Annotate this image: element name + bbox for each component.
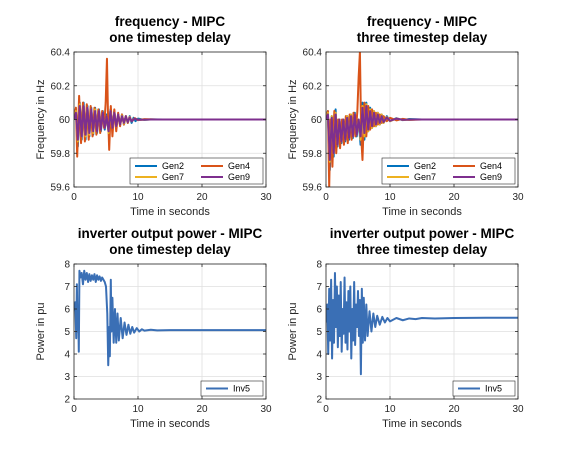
y-tick-label: 8 <box>316 260 322 271</box>
y-axis-label: Power in pu <box>35 302 47 360</box>
legend-label-gen9: Gen9 <box>228 172 250 182</box>
chart-title-line-2: three timestep delay <box>357 242 488 257</box>
x-tick-label: 0 <box>323 404 329 415</box>
chart-title-line-1: frequency - MIPC <box>115 14 226 29</box>
chart-panel-4: 0 10 20 30 2 3 4 5 6 7 8 Time in seconds Power in pu… <box>287 226 524 430</box>
legend-box <box>200 380 264 397</box>
x-tick-label: 0 <box>71 404 77 415</box>
legend-label-gen9: Gen9 <box>480 172 502 182</box>
legend: Inv5 <box>200 380 264 397</box>
legend: Inv5 <box>452 380 516 397</box>
y-axis-label: Power in pu <box>287 302 299 360</box>
y-tick-label: 2 <box>64 395 70 406</box>
legend-box <box>129 157 264 185</box>
x-axis-label: Time in seconds <box>382 206 462 218</box>
legend-label-gen2: Gen2 <box>414 161 436 171</box>
y-tick-label: 60 <box>59 115 71 126</box>
y-tick-label: 3 <box>316 372 322 383</box>
x-tick-label: 20 <box>196 404 208 415</box>
y-tick-label: 7 <box>316 282 322 293</box>
chart-title-line-2: three timestep delay <box>357 30 488 45</box>
legend-label-gen7: Gen7 <box>162 172 184 182</box>
x-tick-label: 10 <box>384 404 396 415</box>
y-tick-label: 2 <box>316 395 322 406</box>
y-tick-label: 59.6 <box>303 183 323 194</box>
x-tick-label: 10 <box>132 404 144 415</box>
legend: Gen2 Gen4 Gen7 Gen9 <box>129 157 264 185</box>
legend-box <box>381 157 516 185</box>
legend-label-inv5: Inv5 <box>485 384 502 394</box>
y-tick-label: 60.2 <box>51 81 71 92</box>
x-tick-label: 30 <box>260 404 272 415</box>
x-axis-label: Time in seconds <box>130 206 210 218</box>
chart-panel-1: 0 10 20 30 59.6 59.8 60 60.2 60.4 Time in seconds… <box>35 14 272 218</box>
x-tick-label: 10 <box>384 192 396 203</box>
y-tick-label: 7 <box>64 282 70 293</box>
legend-label-gen4: Gen4 <box>480 161 502 171</box>
y-tick-label: 59.8 <box>51 149 71 160</box>
legend-label-gen2: Gen2 <box>162 161 184 171</box>
chart-title-line-2: one timestep delay <box>109 242 231 257</box>
legend: Gen2 Gen4 Gen7 Gen9 <box>381 157 516 185</box>
series-line-inv5 <box>74 269 266 367</box>
legend-label-gen7: Gen7 <box>414 172 436 182</box>
series-line-gen9 <box>74 105 266 141</box>
y-axis-label: Frequency in Hz <box>35 79 47 159</box>
y-tick-label: 4 <box>64 350 70 361</box>
x-tick-label: 30 <box>512 404 524 415</box>
chart-title-line-1: inverter output power - MIPC <box>78 226 263 241</box>
y-tick-label: 5 <box>64 327 70 338</box>
x-tick-label: 20 <box>448 404 460 415</box>
y-tick-label: 60.4 <box>303 48 323 59</box>
x-tick-label: 10 <box>132 192 144 203</box>
y-tick-label: 6 <box>64 305 70 316</box>
x-tick-label: 20 <box>196 192 208 203</box>
y-tick-label: 59.6 <box>51 183 71 194</box>
y-tick-label: 60.2 <box>303 81 323 92</box>
chart-panel-3: 0 10 20 30 2 3 4 5 6 7 8 Time in seconds Power in pu… <box>35 226 272 430</box>
x-tick-label: 0 <box>323 192 329 203</box>
y-tick-label: 3 <box>64 372 70 383</box>
x-axis-label: Time in seconds <box>130 418 210 430</box>
legend-box <box>452 380 516 397</box>
y-tick-label: 59.8 <box>303 149 323 160</box>
chart-panel-2: 0 10 20 30 59.6 59.8 60 60.2 60.4 Time in seconds… <box>287 14 524 218</box>
x-tick-label: 30 <box>260 192 272 203</box>
x-tick-label: 0 <box>71 192 77 203</box>
y-tick-label: 8 <box>64 260 70 271</box>
y-tick-label: 4 <box>316 350 322 361</box>
chart-title-line-1: inverter output power - MIPC <box>330 226 515 241</box>
y-tick-label: 60 <box>311 115 323 126</box>
chart-title-line-1: frequency - MIPC <box>367 14 478 29</box>
chart-title-line-2: one timestep delay <box>109 30 231 45</box>
series-line-inv5 <box>326 272 518 376</box>
series-line-gen9 <box>326 105 518 161</box>
y-tick-label: 5 <box>316 327 322 338</box>
legend-label-gen4: Gen4 <box>228 161 250 171</box>
x-axis-label: Time in seconds <box>382 418 462 430</box>
x-tick-label: 30 <box>512 192 524 203</box>
y-tick-label: 60.4 <box>51 48 71 59</box>
y-tick-label: 6 <box>316 305 322 316</box>
y-axis-label: Frequency in Hz <box>287 79 299 159</box>
x-tick-label: 20 <box>448 192 460 203</box>
legend-label-inv5: Inv5 <box>233 384 250 394</box>
